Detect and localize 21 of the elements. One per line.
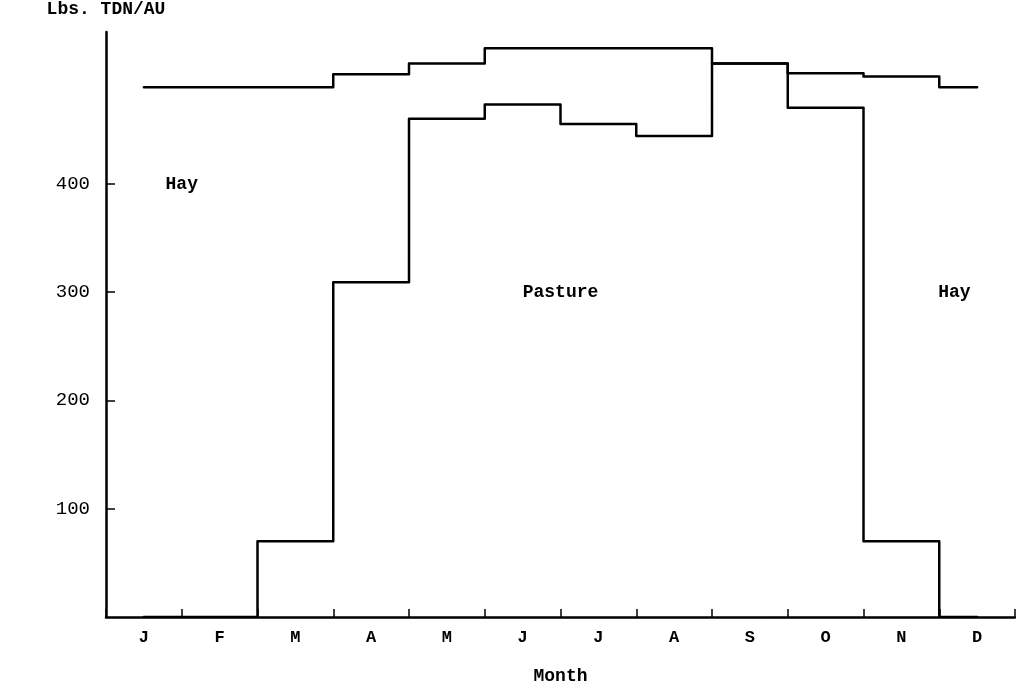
- x-tick-label: S: [744, 628, 755, 647]
- x-tick-label: D: [972, 628, 983, 647]
- x-tick-label: M: [290, 628, 301, 647]
- x-tick-label: J: [593, 628, 604, 647]
- annotation: Hay: [165, 173, 199, 194]
- x-tick-label: M: [441, 628, 452, 647]
- annotation: Pasture: [522, 282, 599, 302]
- x-tick-label: J: [517, 628, 528, 647]
- y-tick-label: 200: [55, 389, 90, 412]
- x-tick-label: N: [896, 628, 907, 647]
- y-tick-label: 300: [55, 281, 90, 303]
- x-tick-label: J: [138, 628, 149, 647]
- annotation: Hay: [938, 282, 971, 302]
- x-tick-label: O: [820, 628, 831, 647]
- x-tick-label: F: [214, 628, 225, 647]
- y-axis-title: Lbs. TDN/AU: [46, 0, 166, 19]
- x-tick-label: A: [366, 628, 378, 647]
- x-tick-label: A: [669, 628, 681, 647]
- y-tick-label: 400: [55, 172, 90, 195]
- y-tick-label: 100: [55, 497, 90, 520]
- x-axis-title: Month: [533, 666, 588, 686]
